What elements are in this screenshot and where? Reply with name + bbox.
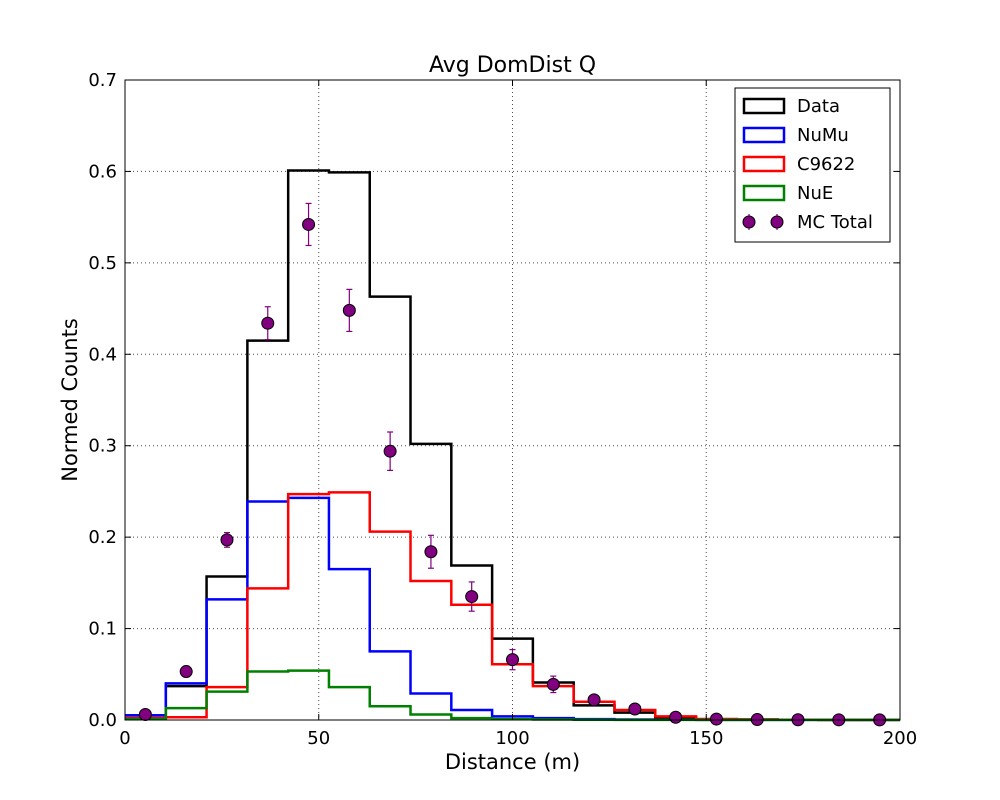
y-tick-label: 0.2: [88, 527, 117, 548]
legend-label: Data: [797, 96, 840, 117]
y-tick-label: 0.1: [88, 619, 117, 640]
legend-label: NuMu: [797, 125, 849, 146]
series-mc-total-point: [220, 533, 234, 547]
grid: [125, 80, 900, 720]
series-mc-total-point: [546, 677, 560, 691]
series-mc-total-point: [342, 303, 356, 317]
legend-label: NuE: [797, 183, 833, 204]
series-mc-total-point: [138, 708, 152, 722]
legend-marker: [742, 215, 756, 229]
series-mc-total-point: [383, 444, 397, 458]
series-mc-total-point: [628, 702, 642, 716]
series-mc-total-point: [424, 545, 438, 559]
series-mc-total-point: [261, 316, 275, 330]
x-tick-label: 100: [495, 728, 529, 749]
y-tick-label: 0.0: [88, 710, 117, 731]
series-mc-total-point: [669, 710, 683, 724]
series-mc-total-point: [506, 653, 519, 667]
x-axis-label: Distance (m): [445, 750, 580, 774]
legend-swatch: [742, 184, 786, 202]
series-mc-total-point: [465, 590, 479, 604]
series-mc-total-point: [302, 217, 316, 231]
legend-marker: [770, 215, 784, 229]
series-mc-total-point: [179, 665, 193, 679]
legend-label: MC Total: [797, 212, 873, 233]
y-axis-label: Normed Counts: [58, 318, 82, 482]
y-tick-label: 0.3: [88, 436, 117, 457]
y-tick-label: 0.7: [88, 70, 117, 91]
legend-swatch: [742, 155, 786, 173]
legend-swatch: [742, 97, 786, 115]
x-tick-label: 200: [883, 728, 917, 749]
legend: Data NuMu C9622 NuE MC Total: [734, 87, 891, 243]
x-tick-label: 50: [307, 728, 330, 749]
ticks: 0 50 100 150 200 0.0 0.1 0.2 0.3 0.4 0.5 0.6 0.7: [88, 70, 917, 749]
chart-title: Avg DomDist Q: [429, 53, 596, 78]
x-tick-label: 150: [689, 728, 723, 749]
legend-swatch: [742, 126, 786, 144]
y-tick-label: 0.5: [88, 253, 117, 274]
y-tick-label: 0.6: [88, 161, 117, 182]
series-mc-total-point: [709, 712, 723, 726]
legend-label: C9622: [797, 154, 855, 175]
x-tick-label: 0: [119, 728, 130, 749]
y-tick-label: 0.4: [88, 344, 117, 365]
series-mc-total-point: [587, 693, 601, 707]
